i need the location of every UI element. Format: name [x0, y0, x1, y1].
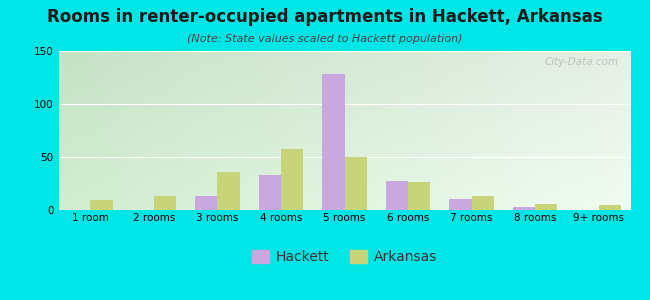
Bar [513, 207, 535, 210]
Bar [259, 175, 281, 210]
Text: City-Data.com: City-Data.com [545, 57, 619, 68]
Bar [195, 196, 217, 210]
Bar [472, 196, 494, 210]
Bar [154, 196, 176, 210]
Bar [344, 157, 367, 210]
Bar [535, 204, 558, 210]
Bar [449, 200, 472, 210]
Text: (Note: State values scaled to Hackett population): (Note: State values scaled to Hackett po… [187, 34, 463, 44]
Bar [90, 200, 112, 210]
Bar [408, 182, 430, 210]
Bar [217, 172, 240, 210]
Legend: Hackett, Arkansas: Hackett, Arkansas [246, 245, 443, 270]
Bar [599, 205, 621, 210]
Text: Rooms in renter-occupied apartments in Hackett, Arkansas: Rooms in renter-occupied apartments in H… [47, 8, 603, 26]
Bar [281, 148, 303, 210]
Bar [386, 182, 408, 210]
Bar [322, 74, 344, 210]
